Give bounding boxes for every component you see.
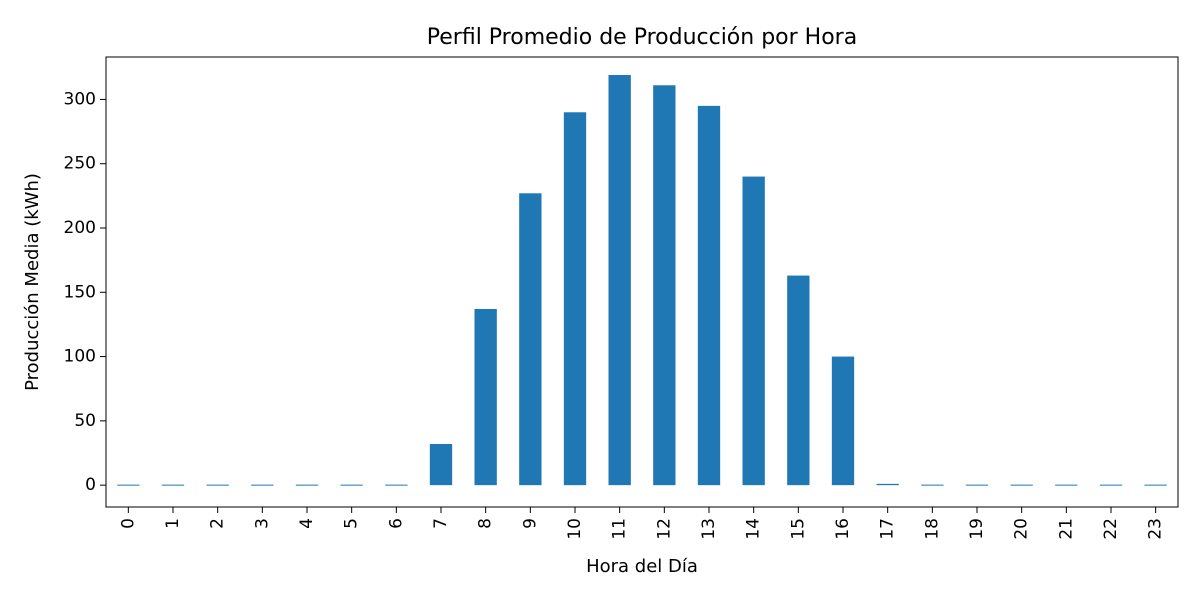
bar-hour-10 [563, 112, 587, 486]
x-axis: 0 1 2 3 4 5 6 7 8 9 10 11 12 13 14 15 16 17 18 19 20 21 22 23 [118, 507, 1166, 540]
bar-hour-11 [608, 75, 631, 486]
y-tick-label: 150 [64, 282, 96, 302]
bar-hour-18 [921, 484, 944, 486]
bar-hour-17 [876, 483, 899, 486]
x-tick-label: 7 [431, 518, 451, 529]
bar-hour-3 [251, 484, 274, 486]
y-tick-label: 50 [74, 411, 96, 431]
x-tick-label: 8 [476, 518, 496, 529]
bar-hour-9 [519, 193, 542, 486]
x-tick-label: 5 [342, 518, 362, 529]
x-tick-label: 6 [386, 518, 406, 529]
bar-hour-14 [742, 176, 765, 486]
y-tick-label: 250 [64, 154, 96, 174]
bar-hour-23 [1144, 484, 1167, 486]
y-tick-label: 300 [64, 89, 96, 109]
bar-hour-16 [831, 356, 855, 486]
x-tick-label: 23 [1146, 518, 1166, 540]
y-axis-label: Producción Media (kWh) [22, 173, 43, 391]
bar-hour-21 [1055, 484, 1078, 486]
x-axis-label: Hora del Día [586, 556, 698, 577]
bar-hour-0 [117, 484, 140, 486]
x-tick-label: 17 [878, 518, 898, 540]
x-tick-label: 11 [610, 518, 630, 540]
x-tick-label: 10 [565, 518, 585, 540]
x-tick-label: 19 [967, 518, 987, 540]
bar-hour-2 [206, 484, 229, 486]
bar-hour-15 [787, 275, 810, 486]
bar-hour-22 [1099, 484, 1123, 486]
bar-hour-6 [385, 484, 408, 486]
x-tick-label: 22 [1101, 518, 1121, 540]
x-tick-label: 9 [520, 518, 540, 529]
x-tick-label: 21 [1056, 518, 1076, 540]
plot-frame [105, 56, 1179, 508]
bars-group [117, 75, 1167, 486]
bar-hour-4 [295, 484, 319, 486]
chart-title: Perfil Promedio de Producción por Hora [427, 25, 857, 50]
bar-hour-1 [161, 484, 185, 486]
x-tick-label: 0 [118, 518, 138, 529]
x-tick-label: 2 [208, 518, 228, 529]
x-tick-label: 15 [788, 518, 808, 540]
x-tick-label: 20 [1012, 518, 1032, 540]
bar-hour-13 [697, 105, 721, 486]
x-tick-label: 18 [922, 518, 942, 540]
bar-hour-5 [340, 484, 363, 486]
x-tick-label: 12 [654, 518, 674, 540]
bar-hour-20 [1010, 484, 1033, 486]
y-tick-label: 100 [64, 347, 96, 367]
x-tick-label: 4 [297, 518, 317, 529]
bar-hour-12 [653, 85, 676, 486]
x-tick-label: 3 [252, 518, 272, 529]
bar-hour-19 [965, 484, 989, 486]
x-tick-label: 1 [163, 518, 183, 529]
y-tick-label: 0 [85, 475, 96, 495]
bar-hour-7 [429, 444, 453, 486]
x-tick-label: 13 [699, 518, 719, 540]
y-tick-label: 200 [64, 218, 96, 238]
bar-hour-8 [474, 309, 497, 486]
x-tick-label: 14 [744, 518, 764, 540]
y-axis: 0 50 100 150 200 250 300 [64, 89, 106, 495]
x-tick-label: 16 [833, 518, 853, 540]
